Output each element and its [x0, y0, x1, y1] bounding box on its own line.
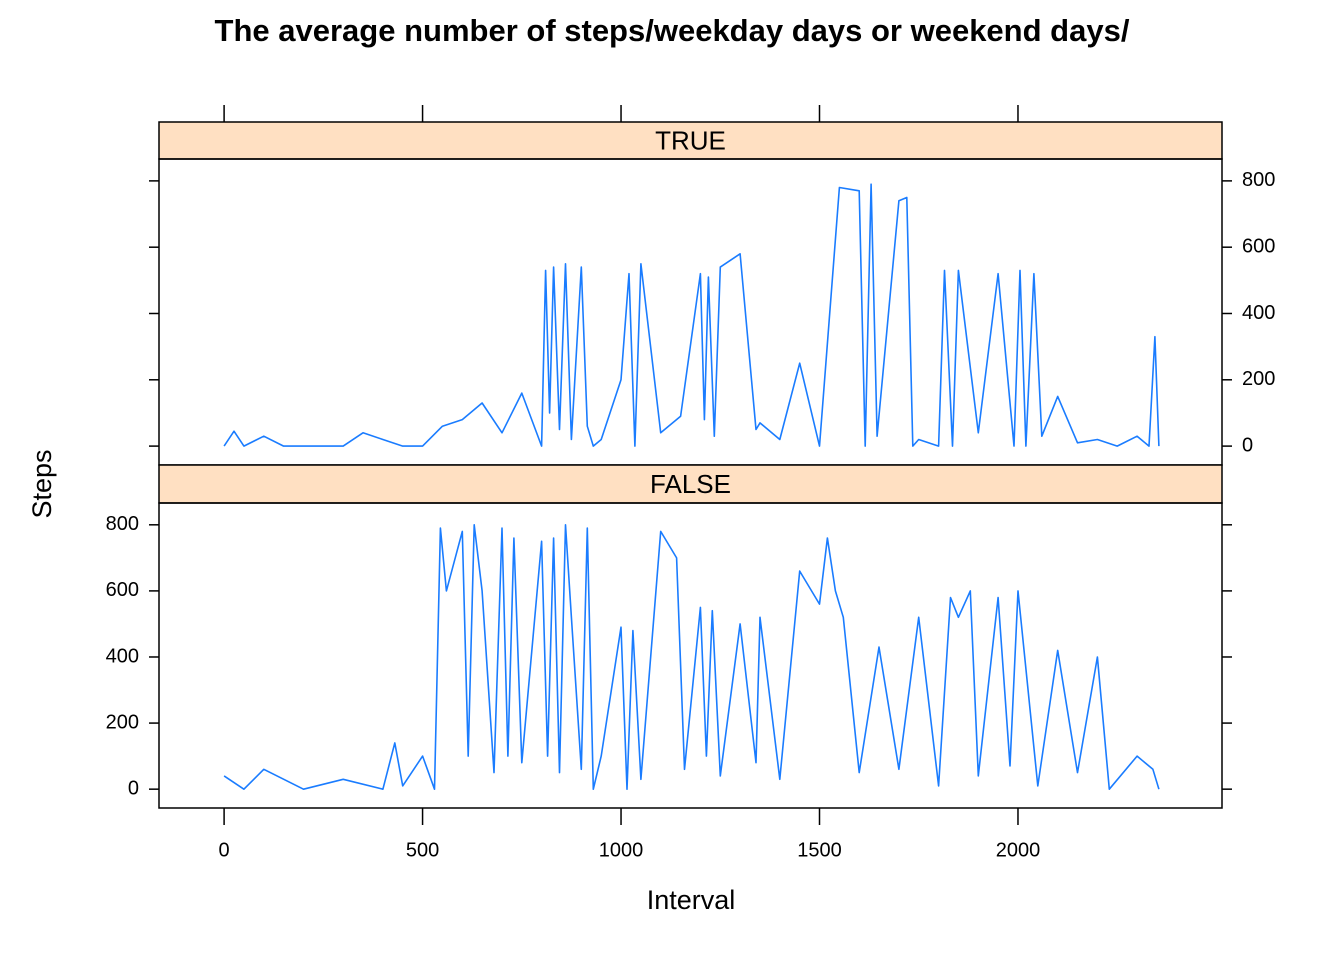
x-axis-label: Interval: [647, 885, 736, 915]
data-line: [223, 524, 1160, 790]
x-tick-label: 0: [219, 839, 230, 861]
y-tick-label: 200: [106, 711, 139, 733]
x-tick-label: 500: [406, 839, 439, 861]
strip: [158, 464, 1223, 504]
y-tick-label: 800: [1242, 169, 1275, 191]
y-axis-label: Steps: [27, 449, 57, 518]
y-tick-label: 400: [1242, 302, 1275, 324]
strip: [158, 121, 1223, 160]
y-tick-label: 200: [1242, 368, 1275, 390]
strip-label: FALSE: [650, 469, 731, 499]
x-tick-label: 1500: [797, 839, 842, 861]
y-tick-label: 600: [1242, 235, 1275, 257]
y-tick-label: 800: [106, 513, 139, 535]
x-tick-label: 1000: [599, 839, 644, 861]
panel-frame: [158, 502, 1223, 809]
y-tick-label: 0: [1242, 434, 1253, 456]
y-tick-label: 600: [106, 579, 139, 601]
panel-frame: [158, 158, 1223, 466]
chart-title: The average number of steps/weekday days…: [215, 13, 1130, 48]
y-tick-label: 0: [128, 777, 139, 799]
x-tick-label: 2000: [996, 839, 1041, 861]
y-tick-label: 400: [106, 645, 139, 667]
strip-label: TRUE: [655, 125, 726, 155]
data-line: [223, 183, 1160, 447]
